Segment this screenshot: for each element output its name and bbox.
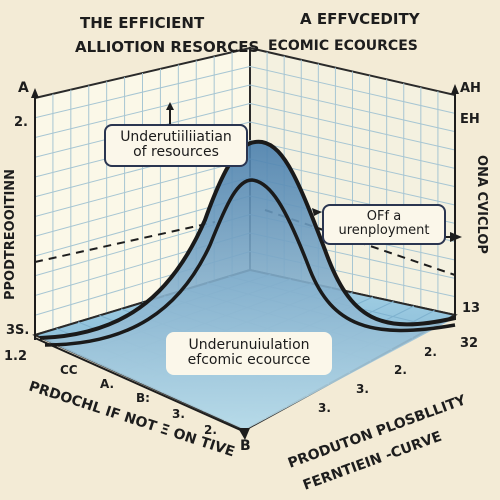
tick-bottom-left-0: CC xyxy=(60,363,78,377)
callout-underutilization-top: Underutiiliiatian of resources xyxy=(104,124,248,167)
title-right-line1: A EFFVCEDITY xyxy=(300,10,421,28)
tick-corner-left: 1.2 xyxy=(4,349,27,364)
tick-left-top: A xyxy=(18,80,29,96)
callout-top-line1: Underutiiliiatian xyxy=(120,129,232,145)
tick-bottom-right-1: 2. xyxy=(394,363,407,377)
tick-left-bottom: 3S. xyxy=(6,323,29,338)
callout-bottom-line2: efcomic ecourcce xyxy=(187,352,311,369)
title-left-line1: THE EFFICIENT xyxy=(80,14,205,32)
tick-bottom-point: B xyxy=(240,438,251,454)
tick-right-low: 13 xyxy=(462,301,480,316)
left-axis-label: PPODTREOOITINN xyxy=(3,169,18,300)
right-callout-arrowhead xyxy=(450,232,462,242)
right-axis-arrow xyxy=(451,84,459,94)
ppf-curve-outer xyxy=(39,139,456,340)
tick-bottom-right-2: 3. xyxy=(356,382,369,396)
tick-bottom-left-3: 3. xyxy=(172,407,185,421)
bottom-axis xyxy=(34,337,246,433)
right-axis-label: ONA CVICLOP xyxy=(474,155,489,254)
ppf-curve-inner xyxy=(44,178,456,347)
tick-bottom-right-3: 3. xyxy=(318,401,331,415)
callout-right-line2: urenployment xyxy=(338,223,430,239)
title-right-line2: ECOMIC ECOURCES xyxy=(268,38,418,54)
tick-right-mid: EH xyxy=(460,112,480,127)
callout-right-line1: OFf a xyxy=(366,209,402,224)
left-axis-arrow xyxy=(31,88,39,98)
dashed-line-left xyxy=(34,221,216,263)
tick-bottom-right-0: 2. xyxy=(424,345,437,359)
callout-underutilization-bottom: Underunuiulation efcomic ecourcce xyxy=(166,332,332,375)
callout-unemployment: OFf a urenployment xyxy=(322,204,446,245)
ppf-curve-fill xyxy=(40,141,455,430)
callout-top-line2: of resources xyxy=(133,144,219,161)
title-left-line2: ALLIOTION RESORCES xyxy=(75,38,259,56)
wall-grid xyxy=(34,51,456,330)
tick-left-mid: 2. xyxy=(14,115,28,130)
top-callout-arrowhead xyxy=(166,102,174,110)
tick-right-bottom: 32 xyxy=(460,336,478,351)
right-callout-pointer xyxy=(312,208,322,216)
tick-bottom-left-2: B: xyxy=(136,391,150,405)
tick-bottom-left-4: 2. xyxy=(204,423,217,437)
tick-right-top: AH xyxy=(460,81,481,96)
callout-bottom-line1: Underunuiulation xyxy=(188,337,310,353)
tick-bottom-left-1: A. xyxy=(100,377,114,391)
bottom-axis-arrow xyxy=(238,428,250,440)
